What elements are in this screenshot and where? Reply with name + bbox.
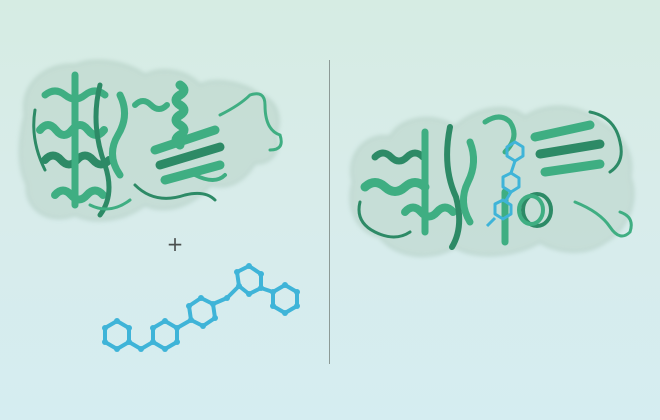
panel-divider	[329, 60, 330, 364]
protein-structure	[15, 55, 290, 235]
protein-ligand-complex	[345, 92, 640, 262]
plus-sign: +	[165, 232, 185, 256]
ligand-molecule	[95, 268, 310, 358]
